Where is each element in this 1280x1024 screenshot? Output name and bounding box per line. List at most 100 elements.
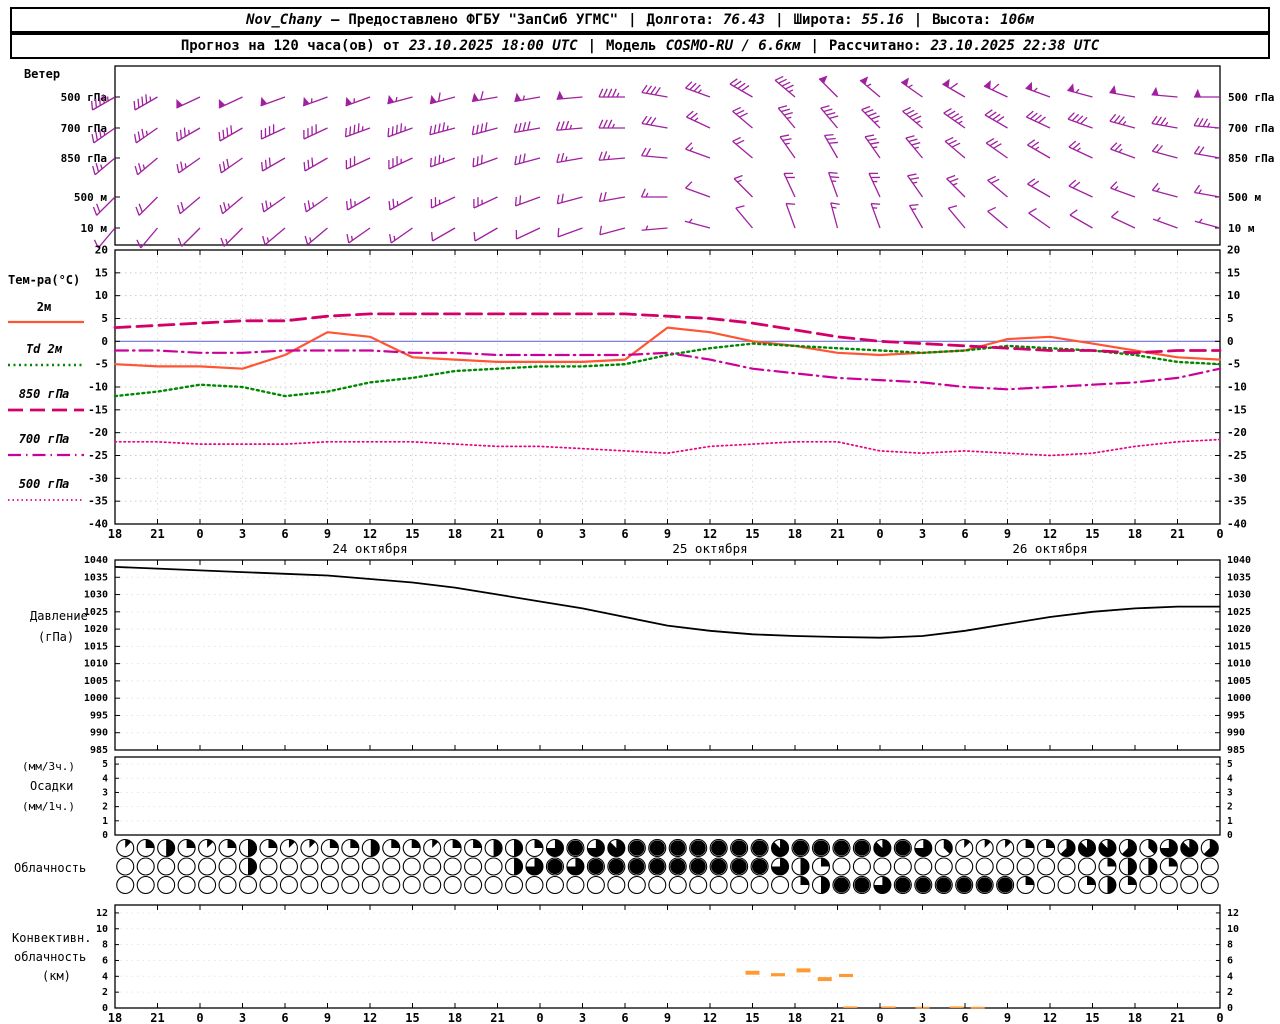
chart-shape	[987, 179, 1008, 198]
hour-label: 21	[830, 527, 844, 541]
chart-shape	[830, 176, 840, 179]
chart-shape	[688, 218, 693, 223]
cloud-fill	[873, 876, 891, 894]
legend-label: 850 гПа	[19, 387, 70, 401]
chart-shape	[515, 196, 541, 207]
cloud-fill	[473, 839, 482, 848]
legend-label: 700 гПа	[19, 432, 70, 446]
chart-shape	[732, 110, 753, 129]
axis-label: 4	[1227, 971, 1233, 982]
chart-shape	[599, 157, 626, 161]
axis-label: -15	[88, 403, 108, 416]
cloud-circle	[341, 875, 360, 895]
cloud-fill	[1086, 876, 1096, 885]
cloud-circle	[1057, 875, 1076, 895]
chart-shape	[1152, 189, 1178, 198]
cloud-circle	[402, 875, 421, 895]
cloud-circle	[218, 875, 237, 895]
axis-label: 1035	[84, 572, 108, 583]
chart-shape	[345, 200, 349, 211]
chart-shape	[693, 84, 701, 92]
chart-shape	[1155, 116, 1162, 125]
axis-label: -35	[88, 495, 108, 508]
chart-shape	[1031, 180, 1040, 187]
temperature-series-850 гПа	[113, 312, 1222, 355]
chart-shape	[141, 96, 144, 106]
chart-shape	[993, 143, 1002, 149]
convective-cloud-bar	[949, 1006, 964, 1009]
axis-label: 990	[1227, 728, 1245, 739]
chart-shape	[694, 117, 699, 122]
chart-shape	[598, 192, 603, 202]
chart-shape	[226, 158, 230, 168]
cloud-fill	[587, 839, 605, 857]
chart-shape	[1151, 86, 1159, 96]
temperature-series-500 гПа	[114, 438, 1221, 457]
axis-label: 10	[96, 924, 108, 935]
chart-shape	[942, 83, 966, 98]
chart-shape	[686, 116, 711, 129]
cloud-circle	[1180, 857, 1199, 876]
axis-label: 2	[102, 802, 108, 813]
convective-label-1: Конвективн.	[12, 931, 91, 945]
cloud-circle	[382, 875, 401, 895]
chart-shape	[607, 155, 611, 160]
cloud-circle	[238, 875, 258, 895]
axis-label: 995	[90, 710, 108, 721]
cloud-fill	[1127, 858, 1137, 875]
chart-shape	[181, 227, 201, 247]
chart-shape	[1067, 83, 1075, 93]
chart-shape	[871, 202, 881, 205]
cloud-fill	[1203, 839, 1219, 857]
chart-shape	[685, 81, 693, 89]
axis-label: 1	[1227, 816, 1233, 827]
chart-shape	[140, 227, 158, 249]
chart-shape	[685, 142, 693, 150]
cloud-fill	[145, 839, 155, 848]
chart-shape	[474, 227, 498, 242]
cloud-circle	[300, 875, 319, 895]
chart-shape	[1198, 117, 1204, 127]
axis-label: -20	[1227, 426, 1247, 439]
chart-shape	[90, 100, 94, 111]
cloud-circle	[464, 875, 483, 895]
chart-shape	[446, 125, 449, 131]
hour-label: 15	[745, 527, 759, 541]
chart-shape	[958, 120, 963, 124]
wind-level-label: 700 гПа	[1228, 122, 1274, 135]
cloud-fill	[329, 839, 339, 848]
chart-shape	[778, 105, 788, 109]
cloud-circle	[627, 875, 646, 895]
chart-shape	[95, 131, 99, 141]
chart-shape	[1198, 189, 1202, 194]
cloud-fill	[1148, 858, 1157, 875]
hour-label: 15	[1085, 1011, 1099, 1024]
precip-3h-label: (мм/3ч.)	[22, 760, 75, 773]
chart-shape	[303, 161, 306, 172]
wind-level-label: 500 м	[1228, 191, 1261, 204]
chart-shape	[1194, 152, 1221, 159]
hour-label: 9	[324, 1011, 331, 1024]
chart-shape	[902, 106, 911, 112]
date-label: 25 октября	[672, 541, 747, 556]
chart-shape	[1034, 146, 1040, 151]
chart-shape	[907, 175, 924, 198]
temperature-panel-title: Тем-ра(°C)	[8, 273, 80, 287]
chart-shape	[685, 181, 693, 189]
chart-shape	[990, 178, 1000, 184]
longitude-value: 76.43	[722, 12, 766, 28]
axis-label: 1020	[84, 624, 108, 635]
chart-shape	[1027, 183, 1051, 198]
chart-shape	[870, 115, 880, 120]
chart-shape	[437, 123, 441, 133]
cloud-circle	[341, 857, 360, 876]
chart-shape	[1038, 116, 1046, 124]
chart-shape	[868, 173, 881, 198]
chart-shape	[429, 125, 433, 135]
chart-shape	[1193, 145, 1201, 154]
chart-shape	[264, 159, 268, 169]
separator-icon: |	[628, 12, 637, 28]
chart-shape	[685, 187, 711, 198]
chart-shape	[1075, 88, 1080, 94]
chart-shape	[1034, 114, 1042, 122]
